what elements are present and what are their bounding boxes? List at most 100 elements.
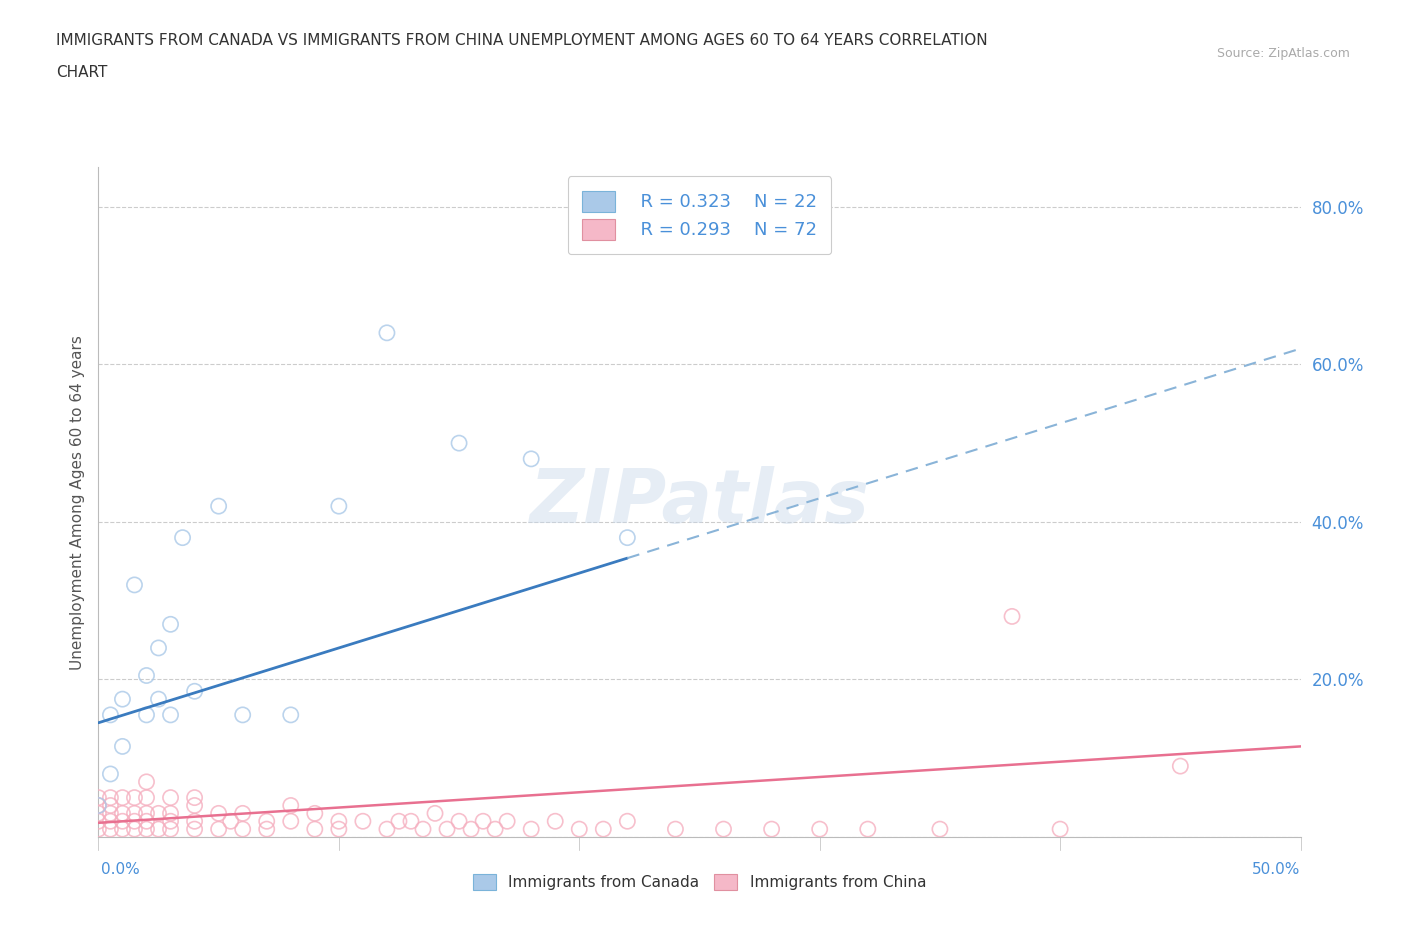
Point [87,798,110,813]
Point [713,822,735,837]
Point [183,798,205,813]
Point [183,822,205,837]
Point [328,814,350,829]
Point [111,822,134,837]
Point [1049,822,1071,837]
Point [544,814,567,829]
Point [111,790,134,805]
Point [436,822,458,837]
Point [568,822,591,837]
Point [232,822,254,837]
Point [328,822,350,837]
Point [208,806,231,821]
Point [87,822,110,837]
Point [592,822,614,837]
Point [100,798,122,813]
Point [1001,609,1024,624]
Point [159,814,181,829]
Point [472,814,495,829]
Point [423,806,446,821]
Point [100,822,122,837]
Point [183,684,205,698]
Point [256,814,278,829]
Point [172,530,194,545]
Point [520,822,543,837]
Point [447,435,470,450]
Point [124,578,146,592]
Point [232,708,254,723]
Point [159,708,181,723]
Point [856,822,879,837]
Text: 0.0%: 0.0% [101,862,141,877]
Point [328,498,350,513]
Point [616,530,638,545]
Point [100,766,122,781]
Text: ZIPatlas: ZIPatlas [530,466,869,538]
Point [124,814,146,829]
Point [135,822,157,837]
Text: 50.0%: 50.0% [1253,862,1301,877]
Point [148,641,170,656]
Point [124,806,146,821]
Point [87,814,110,829]
Point [183,790,205,805]
Point [100,790,122,805]
Point [256,822,278,837]
Point [616,814,638,829]
Point [208,822,231,837]
Point [111,806,134,821]
Point [100,708,122,723]
Point [135,806,157,821]
Point [159,790,181,805]
Point [159,806,181,821]
Point [183,814,205,829]
Point [208,498,231,513]
Point [447,814,470,829]
Point [135,790,157,805]
Y-axis label: Unemployment Among Ages 60 to 64 years: Unemployment Among Ages 60 to 64 years [69,335,84,670]
Text: CHART: CHART [56,65,108,80]
Point [159,822,181,837]
Point [484,822,506,837]
Legend: Immigrants from Canada, Immigrants from China: Immigrants from Canada, Immigrants from … [467,868,932,897]
Point [148,806,170,821]
Point [808,822,831,837]
Point [159,617,181,631]
Point [304,806,326,821]
Point [928,822,950,837]
Point [375,326,398,340]
Point [460,822,482,837]
Point [496,814,519,829]
Point [124,822,146,837]
Point [111,739,134,754]
Point [100,806,122,821]
Point [664,822,686,837]
Point [148,822,170,837]
Point [87,790,110,805]
Point [219,814,242,829]
Point [520,451,543,466]
Text: IMMIGRANTS FROM CANADA VS IMMIGRANTS FROM CHINA UNEMPLOYMENT AMONG AGES 60 TO 64: IMMIGRANTS FROM CANADA VS IMMIGRANTS FRO… [56,33,988,47]
Point [135,668,157,683]
Point [280,814,302,829]
Point [232,806,254,821]
Point [375,822,398,837]
Point [87,798,110,813]
Point [304,822,326,837]
Point [111,692,134,707]
Point [388,814,411,829]
Point [280,708,302,723]
Point [124,790,146,805]
Point [412,822,434,837]
Point [135,775,157,790]
Point [87,806,110,821]
Point [1170,759,1192,774]
Point [135,814,157,829]
Point [100,814,122,829]
Text: Source: ZipAtlas.com: Source: ZipAtlas.com [1216,46,1350,60]
Point [135,708,157,723]
Point [761,822,783,837]
Point [352,814,374,829]
Point [399,814,422,829]
Point [111,814,134,829]
